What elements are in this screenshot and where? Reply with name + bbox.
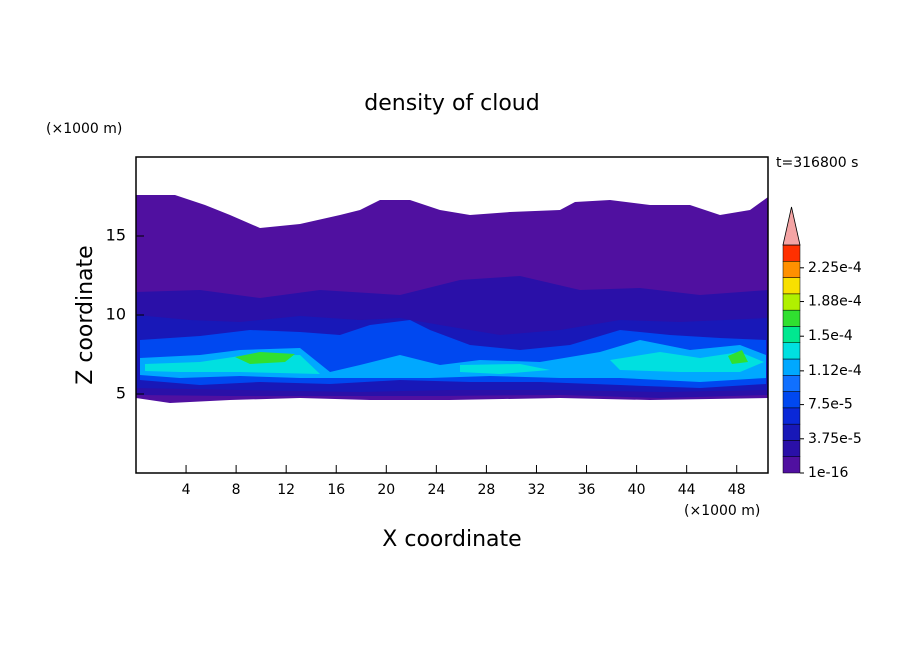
x-tick-label: 24 (427, 482, 445, 498)
x-tick-label: 12 (277, 482, 295, 498)
x-axis-title: X coordinate (382, 527, 521, 552)
colorbar-band (782, 407, 801, 425)
colorbar-band (782, 244, 801, 262)
y-tick-label: 15 (106, 226, 126, 245)
x-tick-label: 20 (377, 482, 395, 498)
colorbar-tick-label: 2.25e-4 (808, 260, 862, 276)
colorbar-band (782, 293, 801, 311)
colorbar-band (782, 456, 801, 474)
colorbar-band (782, 423, 801, 441)
colorbar-extend (782, 206, 801, 246)
colorbar-tick-label: 1.12e-4 (808, 363, 862, 379)
x-tick-label: 28 (478, 482, 496, 498)
x-tick-label: 32 (528, 482, 546, 498)
colorbar-tick-label: 1.5e-4 (808, 328, 853, 344)
colorbar-band (782, 358, 801, 376)
colorbar-band (782, 309, 801, 327)
contour-field (136, 195, 768, 403)
x-tick-label: 8 (232, 482, 241, 498)
colorbar-tick-label: 1.88e-4 (808, 294, 862, 310)
colorbar-band (782, 277, 801, 295)
chart-title: density of cloud (364, 91, 539, 116)
x-tick-label: 44 (678, 482, 696, 498)
time-label: t=316800 s (776, 155, 858, 171)
colorbar-tick-label: 1e-16 (808, 465, 848, 481)
colorbar-band (782, 326, 801, 343)
y-unit: (×1000 m) (46, 121, 122, 137)
colorbar-band (782, 440, 801, 457)
x-tick-label: 4 (182, 482, 191, 498)
colorbar-band (782, 261, 801, 278)
x-tick-label: 48 (728, 482, 746, 498)
colorbar-tick-label: 7.5e-5 (808, 397, 853, 413)
colorbar-band (782, 342, 801, 360)
y-tick-label: 10 (106, 305, 126, 324)
x-unit: (×1000 m) (684, 503, 760, 519)
colorbar-band (782, 375, 801, 392)
x-tick-label: 36 (578, 482, 596, 498)
y-tick-label: 5 (116, 384, 126, 403)
colorbar-tick-label: 3.75e-5 (808, 431, 862, 447)
x-tick-label: 16 (327, 482, 345, 498)
x-tick-label: 40 (628, 482, 646, 498)
colorbar-band (782, 391, 801, 409)
y-axis-title: Z coordinate (73, 245, 98, 384)
